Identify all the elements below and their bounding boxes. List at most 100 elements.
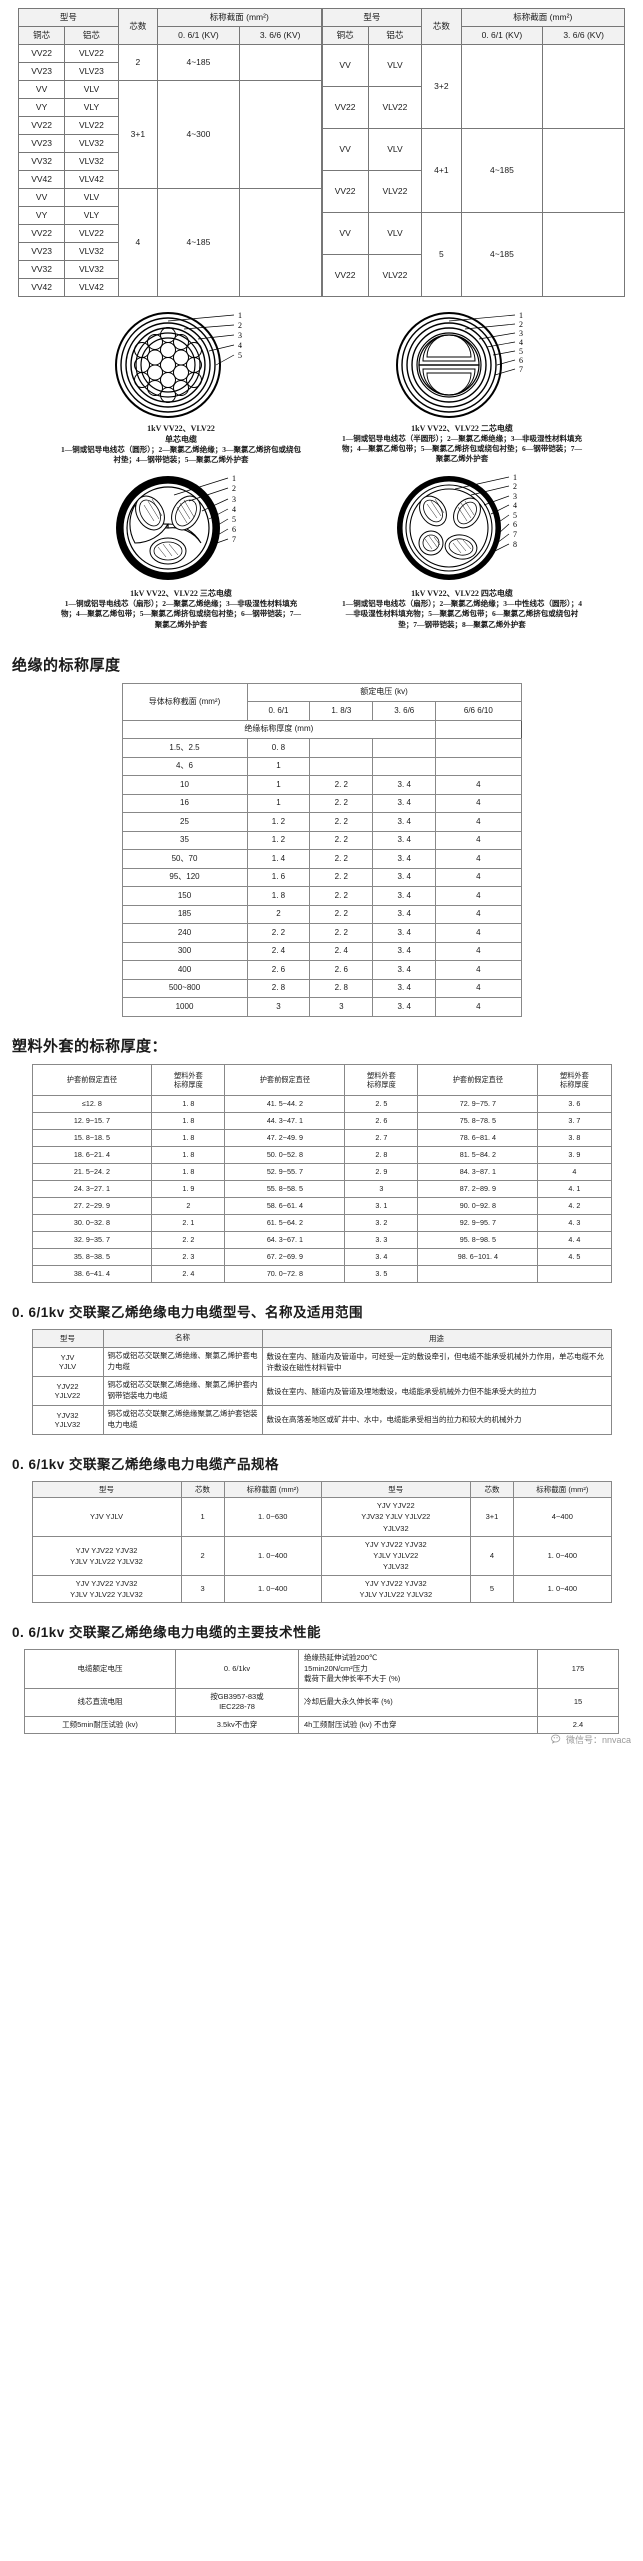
cell-diameter-2: 50. 0~52. 8: [224, 1145, 346, 1164]
table-row: VV23 VLV23: [17, 62, 322, 81]
header-diameter-1: 护套前假定直径: [31, 1063, 153, 1096]
svg-text:5: 5: [513, 511, 517, 520]
cell-result: 2.4: [537, 1715, 619, 1735]
cell-thickness-0: 2. 6: [246, 960, 311, 980]
svg-text:1: 1: [513, 473, 517, 482]
cell-copper-model: VV42: [17, 278, 66, 297]
cell-thickness-3: 4. 2: [537, 1196, 612, 1215]
cell-model: YJV22 YJLV22: [31, 1376, 104, 1407]
model-table-right-body: VV VLV 3+2 VV22 VLV22 VV VLV 4+1 4~185 VV22 VLV22 V…: [321, 44, 625, 297]
header-section-left: 标称截面 (mm²): [223, 1480, 322, 1499]
svg-text:3: 3: [232, 495, 236, 504]
cell-section-36: [542, 128, 625, 213]
cell-name: 铜芯或铝芯交联聚乙烯绝缘、聚氯乙烯护套内钢带铠装电力电缆: [102, 1376, 263, 1407]
heading-perf: 0. 6/1kv 交联聚乙烯绝缘电力电缆的主要技术性能: [12, 1625, 322, 1641]
cell-aluminum-model: VLY: [64, 206, 119, 225]
cell-test: 绝缘热延伸试验200℃ 15min20N/cm²压力 载荷下最大伸长率不大于 (%): [298, 1649, 538, 1689]
diagram-title: 1kV VV22、VLV22 三芯电缆: [130, 589, 232, 599]
cell-aluminum-model: VLV42: [64, 278, 119, 297]
cell-thickness-1: 1. 8: [151, 1145, 226, 1164]
header-diameter-3: 护套前假定直径: [417, 1063, 539, 1096]
cell-cores-left: 3: [180, 1574, 225, 1604]
svg-text:3: 3: [519, 329, 523, 338]
cell-section-06: 4~185: [157, 44, 240, 81]
cell-diameter-3: 90. 0~92. 8: [417, 1196, 539, 1215]
cell-model-left: YJV YJLV: [31, 1497, 182, 1537]
cell-thickness-1: 2. 2: [309, 923, 374, 943]
cell-diameter-3: 87. 2~89. 9: [417, 1179, 539, 1198]
svg-text:6: 6: [232, 525, 236, 534]
cell-diameter-1: 27. 2~29. 9: [31, 1196, 153, 1215]
cell-diameter-1: 35. 8~38. 5: [31, 1247, 153, 1266]
cell-thickness-3: 4. 4: [537, 1230, 612, 1249]
cell-copper-model: VV: [321, 44, 369, 87]
header-voltage-2: 3. 6/6: [372, 701, 437, 721]
cell-model: YJV32 YJLV32: [31, 1405, 104, 1435]
cell-cores-left: 2: [180, 1535, 225, 1576]
cell-thickness-2: 3. 4: [372, 904, 437, 925]
cell-diameter-1: 12. 9~15. 7: [31, 1111, 153, 1130]
cell-model-left: YJV YJV22 YJV32 YJLV YJLV22 YJLV32: [31, 1574, 182, 1604]
svg-text:7: 7: [519, 365, 523, 374]
header-cores-left: 芯数: [180, 1480, 225, 1499]
model-table-left-body: VV22 VLV22 2 4~185 VV23 VLV23 VV VLV 3+1 4~300 VY V…: [17, 44, 322, 297]
svg-text:1: 1: [238, 311, 242, 320]
single-core-cable-icon: 12 34 5: [115, 311, 242, 418]
svg-text:3: 3: [238, 331, 242, 340]
svg-text:5: 5: [232, 515, 236, 524]
table-row: VV VLV 4 4~185: [17, 188, 322, 297]
header-model: 型号: [31, 1328, 104, 1348]
cell-diameter-1: 32. 9~35. 7: [31, 1230, 153, 1249]
cell-section: 240: [121, 923, 248, 943]
header-voltage-06: 0. 6/1 (KV): [460, 26, 544, 45]
svg-text:6: 6: [519, 356, 523, 365]
sheath-section: 护套前假定直径 塑料外套 标称厚度 护套前假定直径 塑料外套 标称厚度 护套前假…: [0, 1063, 643, 1287]
cell-thickness-3: 4: [435, 923, 522, 943]
cell-diameter-1: 30. 0~32. 8: [31, 1213, 153, 1232]
cell-thickness-3: 4: [435, 886, 522, 906]
svg-text:6: 6: [513, 520, 517, 529]
header-use: 用途: [261, 1328, 612, 1348]
cell-thickness-1: 1. 9: [151, 1179, 226, 1198]
cell-aluminum-model: VLV42: [64, 170, 119, 189]
cell-section-right: 1. 0~400: [513, 1574, 612, 1604]
cell-thickness-1: 1. 8: [151, 1162, 226, 1181]
cell-diameter-1: 15. 8~18. 5: [31, 1128, 153, 1147]
header-conductor-section: 导体标称截面 (mm²): [121, 682, 248, 721]
cell-copper-model: VV22: [321, 170, 369, 213]
table-row: YJV YJLV 1 1. 0~630 YJV YJV22 YJV32 YJLV YJL…: [31, 1497, 612, 1537]
cell-section-left: 1. 0~400: [223, 1535, 322, 1576]
cell-copper-model: VV23: [17, 242, 66, 261]
cell-diameter-2: 47. 2~49. 9: [224, 1128, 346, 1147]
cell-thickness-2: 3. 4: [344, 1247, 419, 1266]
svg-text:1: 1: [519, 311, 523, 320]
two-core-cable-icon: 12 34 56 7: [396, 311, 523, 418]
cell-thickness-1: 2. 6: [309, 960, 374, 980]
cell-diameter-3: 95. 8~98. 5: [417, 1230, 539, 1249]
header-cores-right: 芯数: [469, 1480, 515, 1499]
svg-text:2: 2: [238, 321, 242, 330]
cell-section: 10: [121, 775, 248, 795]
svg-text:5: 5: [238, 351, 242, 360]
cell-copper-model: VV: [17, 80, 66, 99]
perf-table: 电缆额定电压 0. 6/1kv 绝缘热延伸试验200℃ 15min20N/cm²压力载…: [24, 1649, 619, 1735]
cell-cores: 3+1: [117, 80, 159, 189]
cell-thickness-1: [309, 738, 374, 758]
cell-test: 冷却后最大永久伸长率 (%): [298, 1687, 538, 1717]
cell-section-06: 4~185: [157, 188, 240, 297]
cell-thickness-2: 3. 4: [372, 941, 437, 962]
cell-diameter-3: 72. 9~75. 7: [417, 1094, 539, 1113]
cell-section: 1000: [121, 997, 248, 1017]
cell-cores: 3+2: [421, 44, 462, 129]
cell-copper-model: VY: [17, 98, 66, 117]
diagram-title: 1kV VV22、VLV22: [147, 424, 215, 433]
cell-thickness-1: 1. 8: [151, 1111, 226, 1130]
cell-diameter-3: [417, 1264, 539, 1283]
cell-model-right: YJV YJV22 YJV32 YJLV YJLV22 YJLV32: [320, 1497, 471, 1537]
cell-section: 4、6: [121, 756, 248, 777]
